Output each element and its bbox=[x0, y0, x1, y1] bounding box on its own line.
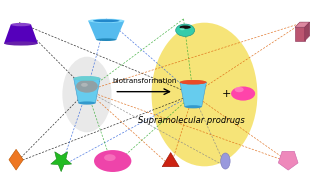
Circle shape bbox=[104, 154, 116, 161]
Ellipse shape bbox=[74, 76, 100, 81]
Polygon shape bbox=[305, 22, 310, 41]
Polygon shape bbox=[88, 21, 124, 40]
Polygon shape bbox=[4, 25, 38, 43]
Ellipse shape bbox=[176, 24, 194, 36]
Circle shape bbox=[81, 83, 88, 87]
Ellipse shape bbox=[96, 38, 117, 41]
Ellipse shape bbox=[152, 23, 257, 166]
Circle shape bbox=[235, 87, 244, 92]
Ellipse shape bbox=[74, 76, 100, 81]
Ellipse shape bbox=[11, 23, 31, 26]
Text: biotransformation: biotransformation bbox=[112, 77, 176, 84]
Ellipse shape bbox=[221, 153, 230, 169]
Ellipse shape bbox=[62, 57, 111, 132]
Polygon shape bbox=[162, 153, 179, 167]
Polygon shape bbox=[278, 151, 298, 170]
Circle shape bbox=[94, 150, 131, 172]
Ellipse shape bbox=[180, 80, 206, 84]
Ellipse shape bbox=[79, 101, 95, 105]
Polygon shape bbox=[51, 152, 71, 172]
Ellipse shape bbox=[180, 28, 185, 30]
Ellipse shape bbox=[180, 80, 206, 84]
Polygon shape bbox=[180, 82, 206, 107]
Ellipse shape bbox=[185, 105, 202, 108]
Ellipse shape bbox=[93, 19, 119, 22]
Text: Supramolecular prodrugs: Supramolecular prodrugs bbox=[138, 116, 245, 125]
Text: +: + bbox=[222, 89, 231, 98]
Ellipse shape bbox=[88, 19, 124, 23]
Polygon shape bbox=[295, 27, 305, 41]
Polygon shape bbox=[74, 78, 100, 103]
Ellipse shape bbox=[4, 41, 38, 46]
Polygon shape bbox=[295, 22, 310, 27]
Circle shape bbox=[76, 80, 98, 93]
Circle shape bbox=[231, 87, 255, 101]
Ellipse shape bbox=[74, 76, 100, 81]
Polygon shape bbox=[9, 149, 23, 170]
Ellipse shape bbox=[179, 26, 191, 29]
